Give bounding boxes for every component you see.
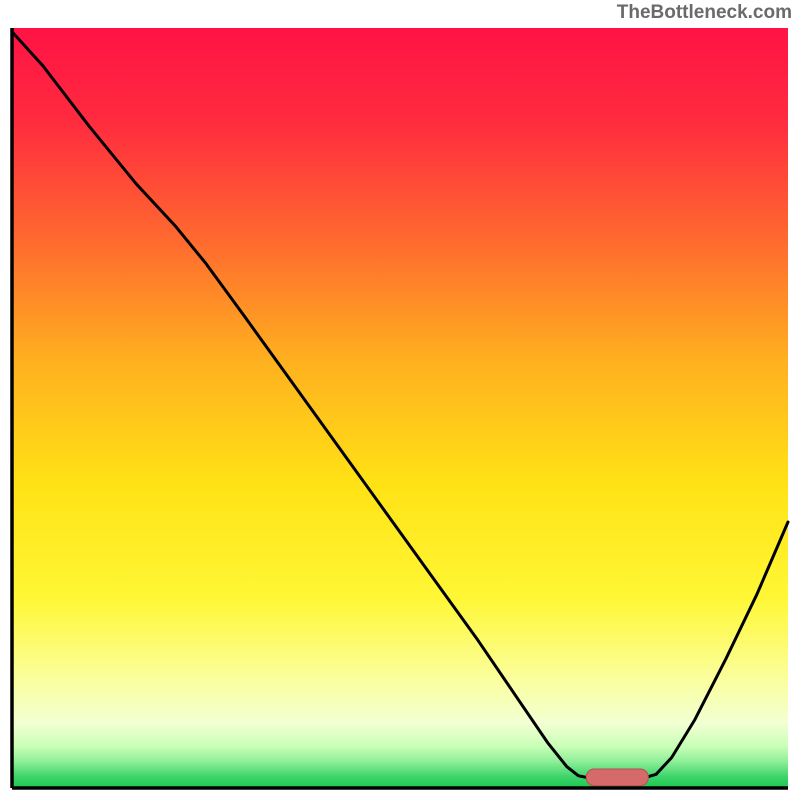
optimal-range-marker — [586, 769, 648, 786]
bottleneck-chart — [10, 26, 790, 792]
watermark-text: TheBottleneck.com — [617, 2, 792, 24]
chart-background — [12, 28, 788, 788]
